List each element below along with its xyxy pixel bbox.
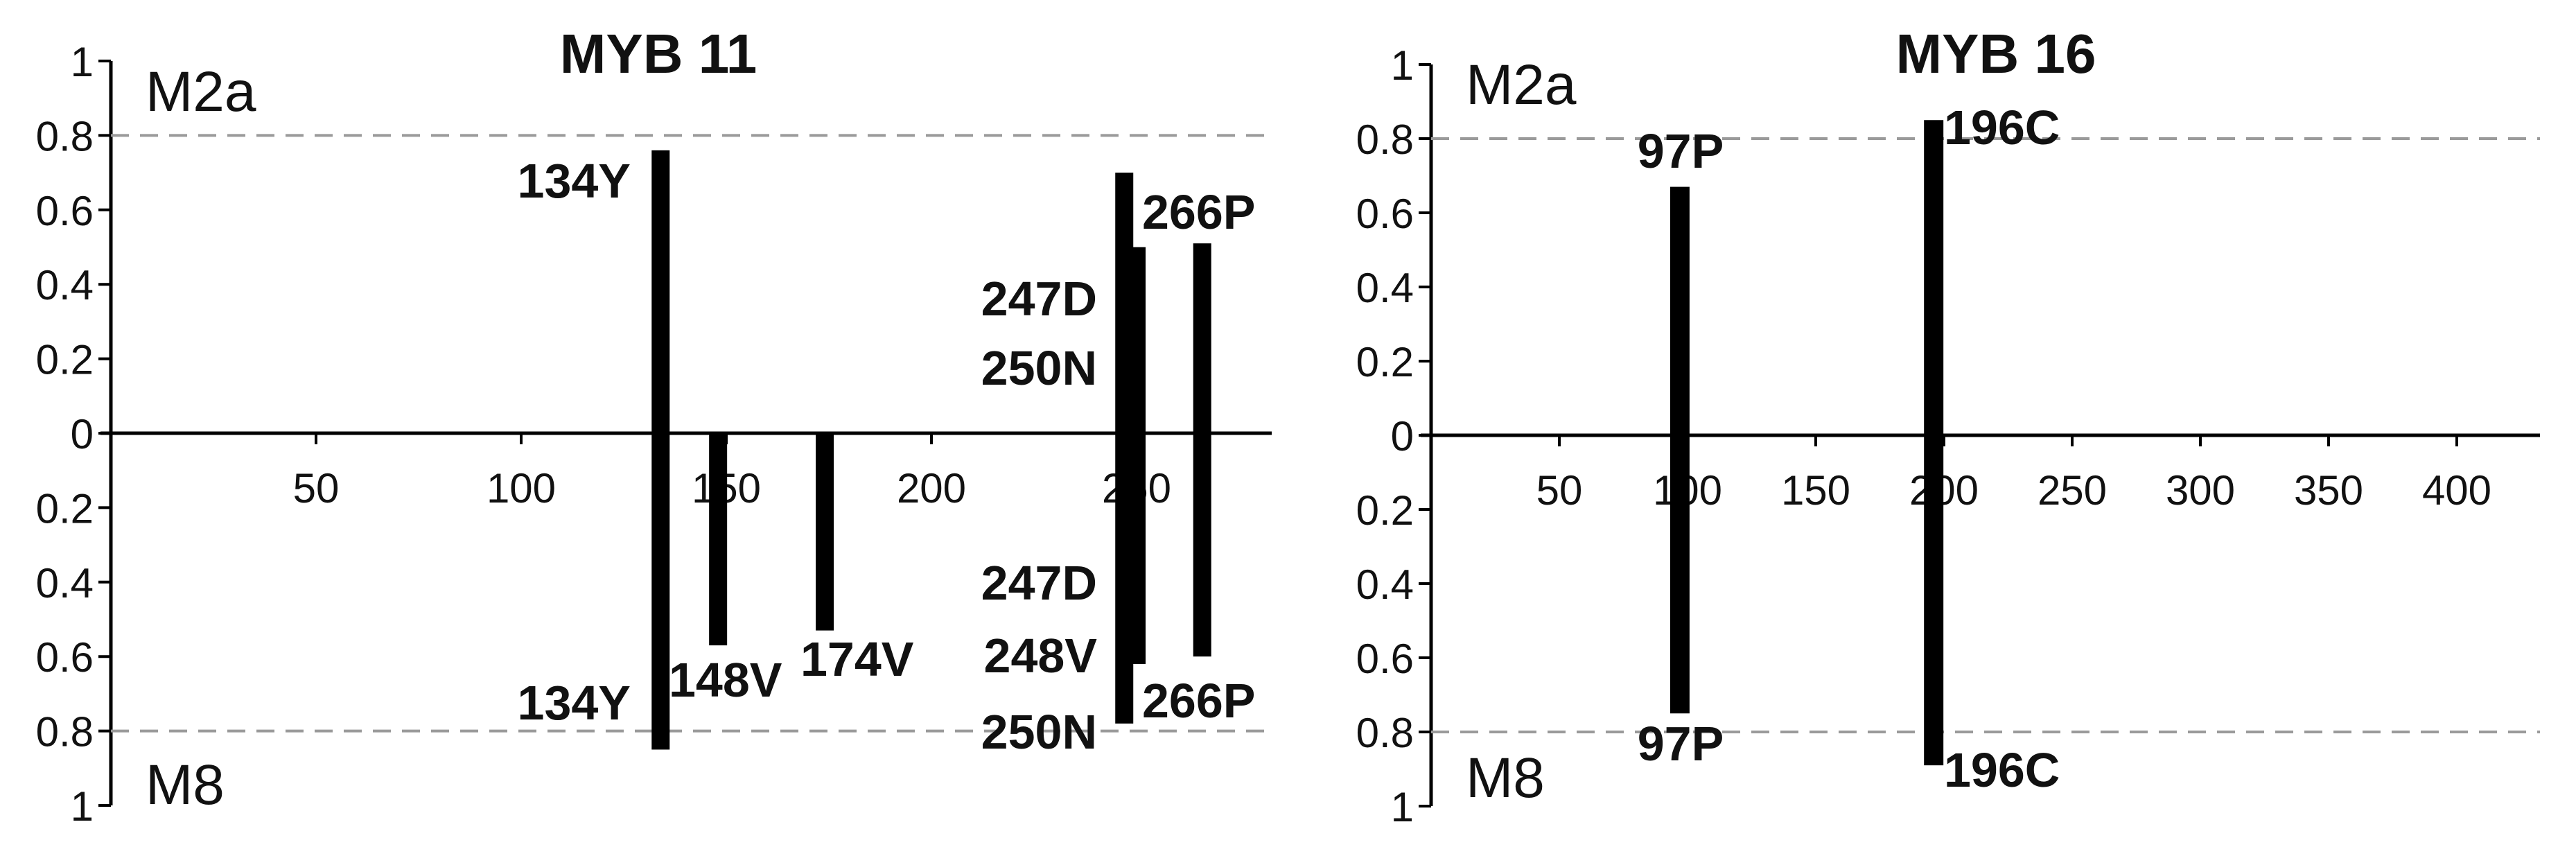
bar-label-lower: 134Y [518, 676, 631, 730]
y-tick-label: 0 [1391, 413, 1414, 460]
bar-lower [1128, 433, 1146, 664]
bar-lower [709, 433, 728, 646]
bars [1670, 120, 1944, 766]
bar-upper [1193, 243, 1211, 433]
bar-lower [816, 433, 834, 631]
x-tick-label: 250 [2038, 467, 2107, 514]
upper-model-label: M2a [146, 60, 256, 123]
bar-upper [651, 150, 670, 433]
x-tick-labels: 50100150200250 [293, 465, 1171, 512]
x-tick-label: 50 [1536, 467, 1583, 514]
x-tick-label: 100 [487, 465, 556, 512]
y-tick-label: 0.2 [36, 337, 94, 383]
y-tick-label: 0.4 [1356, 265, 1414, 311]
bar-lower [651, 433, 670, 750]
y-tick-label: 0.2 [1356, 339, 1414, 385]
y-tick-label: 0 [71, 411, 94, 457]
threshold-lines [111, 134, 1272, 733]
y-tick-label: 0.4 [36, 262, 94, 308]
y-tick-label: 0.8 [36, 709, 94, 756]
y-tick-label: 0.8 [36, 113, 94, 159]
y-tick-labels: 1 0.8 0.6 0.4 0.2 0 0.2 0.4 0.6 0.8 1 [1356, 42, 1414, 830]
y-tick-label: 0.6 [36, 634, 94, 681]
x-tick-label: 200 [897, 465, 966, 512]
y-tick-label: 0.6 [1356, 636, 1414, 682]
upper-model-label: M2a [1466, 53, 1577, 116]
y-tick-label: 0.8 [1356, 710, 1414, 756]
chart-title: MYB 11 [560, 23, 757, 85]
bar-label-lower: 174V [800, 632, 914, 686]
x-tick-label: 300 [2166, 467, 2235, 514]
y-tick-label: 0.6 [36, 188, 94, 234]
x-tick-label: 200 [1909, 467, 1979, 514]
x-tick-label: 150 [1781, 467, 1850, 514]
bar-label-lower: 250N [981, 705, 1097, 759]
bars [651, 150, 1211, 750]
bar-upper [1670, 186, 1690, 435]
bar-label-lower: 266P [1142, 674, 1255, 728]
bar-label-upper: 196C [1944, 101, 2060, 155]
bar-upper [1924, 120, 1944, 435]
bar-label-lower: 148V [669, 653, 782, 707]
y-tick-label: 1 [71, 783, 94, 830]
threshold-lines [1431, 137, 2540, 733]
y-tick-label: 0.6 [1356, 191, 1414, 237]
bar-label-lower: 97P [1638, 717, 1724, 771]
x-tick-labels: 50100150200250300350400 [1536, 467, 2491, 514]
y-tick-label: 1 [1391, 42, 1414, 89]
lower-model-label: M8 [146, 753, 225, 817]
axes [1419, 63, 2540, 807]
x-tick-label: 350 [2294, 467, 2363, 514]
y-tick-label: 0.2 [36, 485, 94, 532]
bar-upper [1128, 247, 1146, 433]
chart-title: MYB 16 [1896, 23, 2096, 85]
bar-label-upper: 247D [981, 272, 1097, 326]
bar-label-upper: 134Y [518, 154, 631, 208]
bar-label-upper: 266P [1142, 185, 1255, 239]
y-tick-label: 0.2 [1356, 487, 1414, 534]
chart-myb11: MYB 11 M2a M8 1 0.8 0.6 0.4 0.2 0 0.2 0.4 0.6 0.8… [36, 23, 1272, 830]
y-tick-label: 1 [71, 39, 94, 85]
y-tick-label: 0.4 [36, 560, 94, 606]
y-tick-label: 0.8 [1356, 116, 1414, 163]
bar-lower [1193, 433, 1211, 657]
bar-label-lower: 196C [1944, 743, 2060, 797]
bar-lower [1670, 435, 1690, 714]
bar-label-upper: 97P [1638, 124, 1724, 178]
x-tick-label: 400 [2422, 467, 2491, 514]
bar-label-lower: 248V [984, 629, 1098, 683]
bar-label-upper: 250N [981, 341, 1097, 395]
y-tick-label: 1 [1391, 784, 1414, 830]
bar-lower [1924, 435, 1944, 766]
lower-model-label: M8 [1466, 746, 1545, 810]
bar-label-lower: 247D [981, 556, 1097, 610]
y-tick-label: 0.4 [1356, 561, 1414, 608]
chart-myb16: MYB 16 M2a M8 1 0.8 0.6 0.4 0.2 0 0.2 0.4 0.6 0.8… [1356, 23, 2540, 830]
y-tick-labels: 1 0.8 0.6 0.4 0.2 0 0.2 0.4 0.6 0.8 1 [36, 39, 94, 830]
axes [98, 60, 1272, 807]
x-tick-label: 50 [293, 465, 340, 512]
